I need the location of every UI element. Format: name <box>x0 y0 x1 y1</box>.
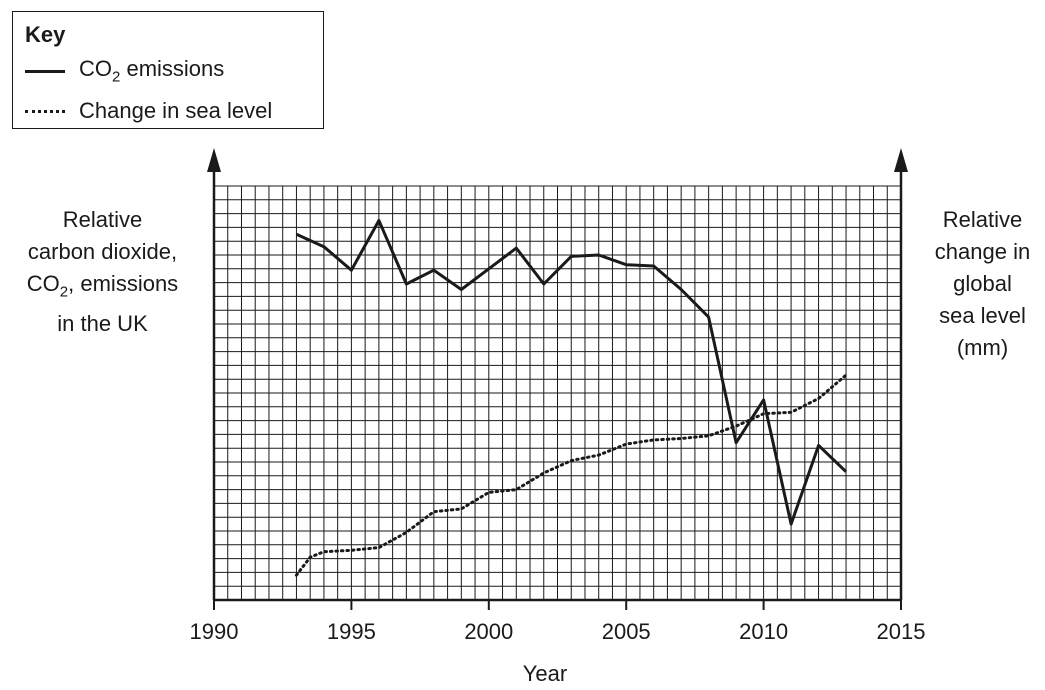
legend-label-sea-level: Change in sea level <box>79 98 273 123</box>
legend-item-co2: CO2 emissions <box>25 56 224 86</box>
legend-swatch-dotted <box>25 109 65 113</box>
legend-box: Key CO2 emissions Change in sea level <box>12 11 324 129</box>
y-axis-left-arrow <box>207 148 221 172</box>
legend-swatch-solid <box>25 69 65 73</box>
right-axis-title: Relative change in global sea level (mm) <box>934 207 1031 360</box>
left-axis-title: Relative carbon dioxide, CO2, emissions … <box>26 207 179 337</box>
x-tick-label: 2010 <box>739 619 788 644</box>
x-tick-label: 1990 <box>190 619 239 644</box>
sea-level-line <box>294 373 848 577</box>
legend-item-sea-level: Change in sea level <box>25 96 272 126</box>
x-tick-label: 2000 <box>464 619 513 644</box>
x-tick-label: 1995 <box>327 619 376 644</box>
x-tick-label: 2015 <box>877 619 926 644</box>
y-axis-right-arrow <box>894 148 908 172</box>
legend-label-co2: CO2 emissions <box>79 56 225 86</box>
x-tick-label: 2005 <box>602 619 651 644</box>
legend-title: Key <box>25 22 66 47</box>
co2-emissions-line <box>295 219 848 526</box>
x-axis-title: Year <box>522 661 568 686</box>
